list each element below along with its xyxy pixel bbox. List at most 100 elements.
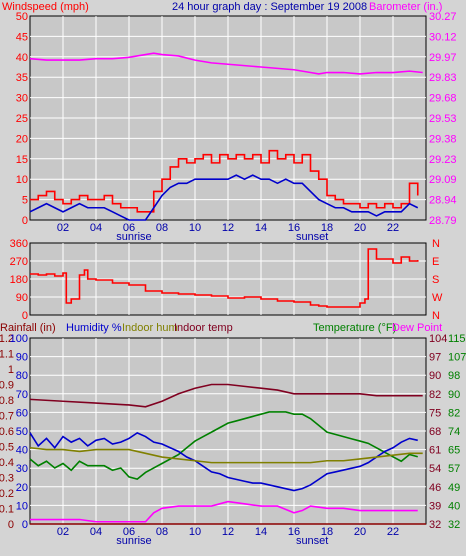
panel1-xtick-label: 20 (354, 222, 366, 234)
panel1-xtick-label: 16 (288, 222, 300, 234)
panel1-xtick-label: 02 (57, 222, 69, 234)
legend-rainfall: Rainfall (in) (0, 322, 56, 334)
wind-avg-line (29, 174, 419, 221)
panel1-sunrise-label: sunrise (116, 231, 151, 243)
panel2-right-tick-label: N (432, 238, 440, 250)
panel1-xtick-label: 18 (321, 222, 333, 234)
panel3-xtick-label: 18 (321, 526, 333, 538)
wind-gust-line (30, 149, 419, 213)
panel1-xtick-label: 12 (222, 222, 234, 234)
panel3-temp-tick-label: 107 (448, 352, 466, 364)
panel1-sunset-label: sunset (296, 231, 328, 243)
panel1-left-tick-label: 20 (16, 133, 28, 145)
panel1-right-tick-label: 29.97 (429, 52, 457, 64)
panel3-sunset-label: sunset (296, 535, 328, 547)
panel3-temp-tick-label: 115 (448, 333, 466, 345)
panel3-xtick-label: 10 (189, 526, 201, 538)
panel3-temp-tick-label: 57 (448, 463, 460, 475)
panel2-left-tick-label: 360 (10, 238, 28, 250)
panel3-humidity-tick-label: 0 (22, 519, 28, 531)
panel1-left-tick-label: 10 (16, 174, 28, 186)
panel3-xtick-label: 12 (222, 526, 234, 538)
panel3-temp-tick-label: 90 (448, 389, 460, 401)
panel3-rain-tick-label: 0.2 (0, 488, 14, 500)
panel1-right-tick-label: 30.27 (429, 11, 457, 23)
panel3-xtick-label: 20 (354, 526, 366, 538)
panel3-indoor-tick-label: 46 (429, 482, 441, 494)
panel3-humidity-tick-label: 10 (16, 500, 28, 512)
panel3-humidity-tick-label: 50 (16, 426, 28, 438)
legend-indoor-hum: Indoor hum (122, 322, 178, 334)
panel3-indoor-tick-label: 68 (429, 426, 441, 438)
panel1-left-tick-label: 45 (16, 31, 28, 43)
panel1-left-tick-label: 35 (16, 72, 28, 84)
panel2-left-tick-label: 0 (22, 310, 28, 322)
panel1-right-tick-label: 28.94 (429, 195, 457, 207)
panel3-humidity-tick-label: 80 (16, 370, 28, 382)
panel1-right-tick-label: 30.12 (429, 31, 457, 43)
indoor-temp-line (29, 383, 423, 408)
panel3-xtick-label: 08 (156, 526, 168, 538)
panel1-xtick-label: 14 (255, 222, 267, 234)
chart-title: 24 hour graph day : September 19 2008 (172, 1, 367, 13)
legend-humidity: Humidity % (66, 322, 122, 334)
panel3-rain-tick-label: 0.1 (0, 504, 14, 516)
legend-indoor-temp: Indoor temp (174, 322, 233, 334)
panel2-right-tick-label: E (432, 256, 439, 268)
panel3-indoor-tick-label: 75 (429, 407, 441, 419)
panel3-xtick-label: 22 (387, 526, 399, 538)
panel3-rain-tick-label: 1.1 (0, 349, 14, 361)
panel3-rain-tick-label: 0.3 (0, 473, 14, 485)
panel1-right-tick-label: 29.23 (429, 154, 457, 166)
panel3-rain-tick-label: 0.9 (0, 380, 14, 392)
panel3-indoor-tick-label: 54 (429, 463, 441, 475)
panel1-left-tick-label: 30 (16, 93, 28, 105)
panel3-xtick-label: 04 (90, 526, 102, 538)
panel1-right-tick-label: 29.38 (429, 133, 457, 145)
panel1-right-tick-label: 28.79 (429, 215, 457, 227)
panel3-indoor-tick-label: 104 (429, 333, 447, 345)
panel3-temp-tick-label: 40 (448, 500, 460, 512)
panel2-right-tick-label: N (432, 310, 440, 322)
panel1-left-tick-label: 0 (22, 215, 28, 227)
panel3-humidity-tick-label: 100 (10, 333, 28, 345)
panel3-indoor-tick-label: 97 (429, 352, 441, 364)
panel3-temp-tick-label: 32 (448, 519, 460, 531)
humidity-line (29, 431, 418, 492)
panel3-rain-tick-label: 1 (8, 364, 14, 376)
panel3-humidity-tick-label: 70 (16, 389, 28, 401)
panel3-humidity-tick-label: 20 (16, 482, 28, 494)
panel2-left-tick-label: 90 (16, 292, 28, 304)
panel3-indoor-tick-label: 90 (429, 370, 441, 382)
panel3-temp-tick-label: 98 (448, 370, 460, 382)
panel3-rain-tick-label: 0.7 (0, 411, 14, 423)
panel3-indoor-tick-label: 61 (429, 445, 441, 457)
wind-direction-line (30, 248, 419, 308)
panel3-xtick-label: 06 (123, 526, 135, 538)
panel1-right-tick-label: 29.68 (429, 93, 457, 105)
panel2-left-tick-label: 180 (10, 274, 28, 286)
indoor-hum-line (29, 446, 423, 464)
barometer-line (29, 52, 423, 75)
panel3-humidity-tick-label: 40 (16, 445, 28, 457)
panel3-temp-tick-label: 49 (448, 482, 460, 494)
panel3-xtick-label: 02 (57, 526, 69, 538)
panel2-right-tick-label: W (432, 292, 443, 304)
panel1-xtick-label: 08 (156, 222, 168, 234)
panel1-left-tick-label: 15 (16, 154, 28, 166)
panel3-indoor-tick-label: 82 (429, 389, 441, 401)
panel3-temp-tick-label: 74 (448, 426, 460, 438)
panel1-xtick-label: 04 (90, 222, 102, 234)
panel2-right-tick-label: S (432, 274, 439, 286)
panel3-sunrise-label: sunrise (116, 535, 151, 547)
panel3-indoor-tick-label: 39 (429, 500, 441, 512)
panel1-xtick-label: 06 (123, 222, 135, 234)
panel1-right-tick-label: 29.09 (429, 174, 457, 186)
panel1-xtick-label: 10 (189, 222, 201, 234)
panel3-rain-tick-label: 0.6 (0, 426, 14, 438)
panel3-humidity-tick-label: 90 (16, 352, 28, 364)
legend-dew-point: Dew Point (392, 322, 442, 334)
panel3-indoor-tick-label: 32 (429, 519, 441, 531)
panel1-right-tick-label: 29.83 (429, 72, 457, 84)
